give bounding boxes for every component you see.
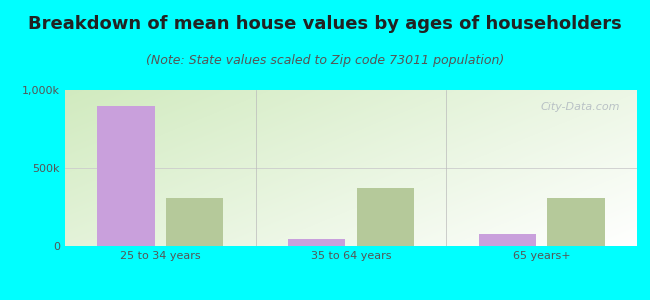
Text: Breakdown of mean house values by ages of householders: Breakdown of mean house values by ages o… [28,15,622,33]
Bar [166,198,223,246]
Bar [98,106,155,246]
Bar [288,239,345,246]
Bar [547,198,604,246]
Legend: Zip code 73011, Oklahoma: Zip code 73011, Oklahoma [231,296,471,300]
Bar [479,233,536,246]
Text: City-Data.com: City-Data.com [540,103,620,112]
Text: (Note: State values scaled to Zip code 73011 population): (Note: State values scaled to Zip code 7… [146,54,504,67]
Bar [357,188,414,246]
